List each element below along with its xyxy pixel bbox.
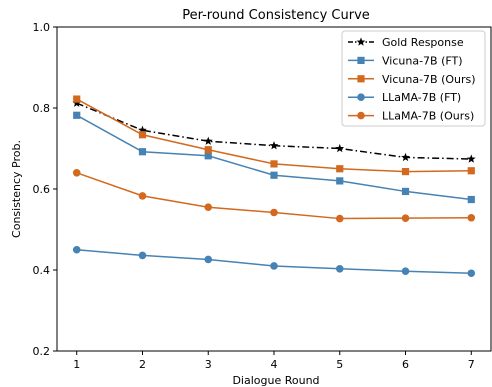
data-point	[335, 264, 344, 273]
y-axis-label: Consistency Prob.	[10, 140, 23, 238]
y-tick-label: 1.0	[33, 21, 51, 34]
data-point	[270, 160, 278, 168]
x-tick-label: 3	[205, 358, 212, 371]
data-point	[335, 214, 344, 223]
x-tick-label: 6	[402, 358, 409, 371]
data-point	[138, 131, 147, 139]
data-point	[467, 195, 475, 204]
data-point	[138, 148, 147, 156]
x-axis-label: Dialogue Round	[232, 374, 319, 387]
series-vicuna-7b-ft	[73, 111, 475, 204]
data-point	[72, 98, 82, 107]
series-llama-7b-ours	[72, 169, 476, 223]
y-tick-label: 0.8	[33, 102, 51, 115]
legend-label: LLaMA-7B (Ours)	[382, 110, 474, 123]
data-point	[336, 177, 344, 185]
axes: 1 2 3 4 5 6 7 0.2 0.4 0.6 0.8 1.0	[33, 21, 492, 371]
x-tick-label: 2	[139, 358, 146, 371]
legend-marker	[356, 37, 366, 46]
data-point	[138, 125, 147, 134]
data-point	[270, 208, 278, 217]
legend-item: Gold Response	[348, 36, 464, 49]
series-vicuna-7b-ours	[73, 95, 475, 176]
data-point	[269, 141, 279, 150]
data-point	[401, 267, 410, 276]
legend-label: Vicuna-7B (Ours)	[382, 73, 476, 86]
data-point	[335, 143, 345, 153]
legend-marker	[357, 75, 365, 83]
data-point	[73, 95, 81, 103]
data-point	[467, 269, 476, 278]
legend-label: LLaMA-7B (FT)	[382, 91, 461, 104]
data-point	[204, 152, 212, 160]
data-point	[467, 167, 475, 175]
x-tick-label: 5	[336, 358, 343, 371]
y-tick-label: 0.4	[33, 264, 51, 277]
legend-label: Gold Response	[382, 36, 464, 49]
legend-item: LLaMA-7B (FT)	[348, 91, 461, 104]
legend-item: Vicuna-7B (Ours)	[348, 73, 476, 86]
x-tick-label: 4	[271, 358, 278, 371]
data-point	[466, 154, 476, 163]
data-point	[72, 169, 81, 177]
data-point	[203, 136, 213, 145]
data-point	[204, 203, 213, 212]
data-point	[401, 152, 410, 162]
legend-marker	[357, 111, 365, 120]
data-point	[401, 214, 410, 222]
x-tick-label: 7	[468, 358, 475, 371]
legend-item: LLaMA-7B (Ours)	[348, 110, 474, 123]
data-point	[138, 251, 147, 260]
legend-label: Vicuna-7B (FT)	[382, 54, 463, 67]
data-point	[336, 165, 344, 173]
data-point	[467, 213, 476, 222]
series-gold-response	[72, 98, 476, 163]
series-llama-7b-ft	[72, 245, 476, 278]
legend-marker	[357, 93, 365, 101]
data-point	[270, 171, 278, 179]
legend-marker	[357, 56, 365, 64]
legend-item: Vicuna-7B (FT)	[348, 54, 463, 67]
chart-title: Per-round Consistency Curve	[182, 8, 370, 23]
data-point	[72, 245, 81, 254]
legend-frame	[341, 30, 486, 127]
y-tick-label: 0.2	[33, 345, 51, 358]
data-point	[401, 167, 410, 176]
data-point	[401, 187, 410, 196]
legend: Gold Response Vicuna-7B (FT) Vicuna-7B (Ou…	[341, 30, 486, 127]
x-tick-label: 1	[73, 358, 80, 371]
data-point	[73, 111, 81, 119]
data-point	[204, 255, 213, 264]
data-point	[204, 146, 212, 154]
data-point	[270, 262, 278, 270]
data-point	[138, 192, 147, 200]
y-tick-label: 0.6	[33, 183, 51, 196]
series-layer	[72, 95, 476, 278]
